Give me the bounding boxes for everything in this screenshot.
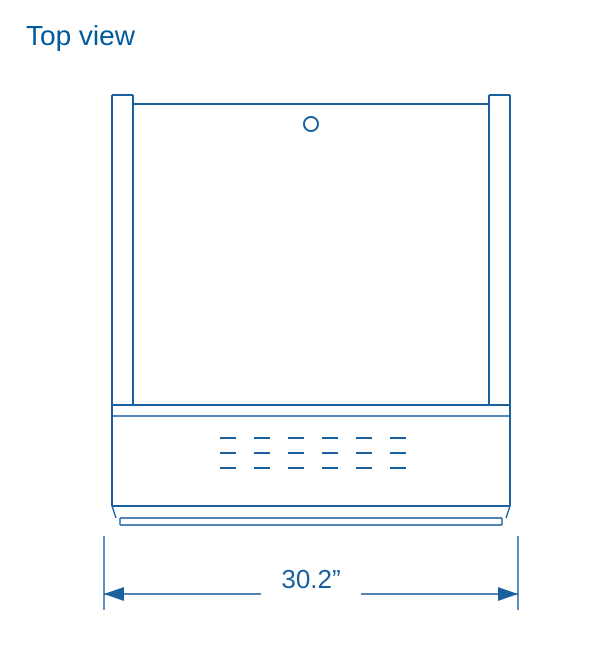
top-view-diagram <box>0 0 593 653</box>
width-dimension-label: 30.2” <box>251 564 371 595</box>
